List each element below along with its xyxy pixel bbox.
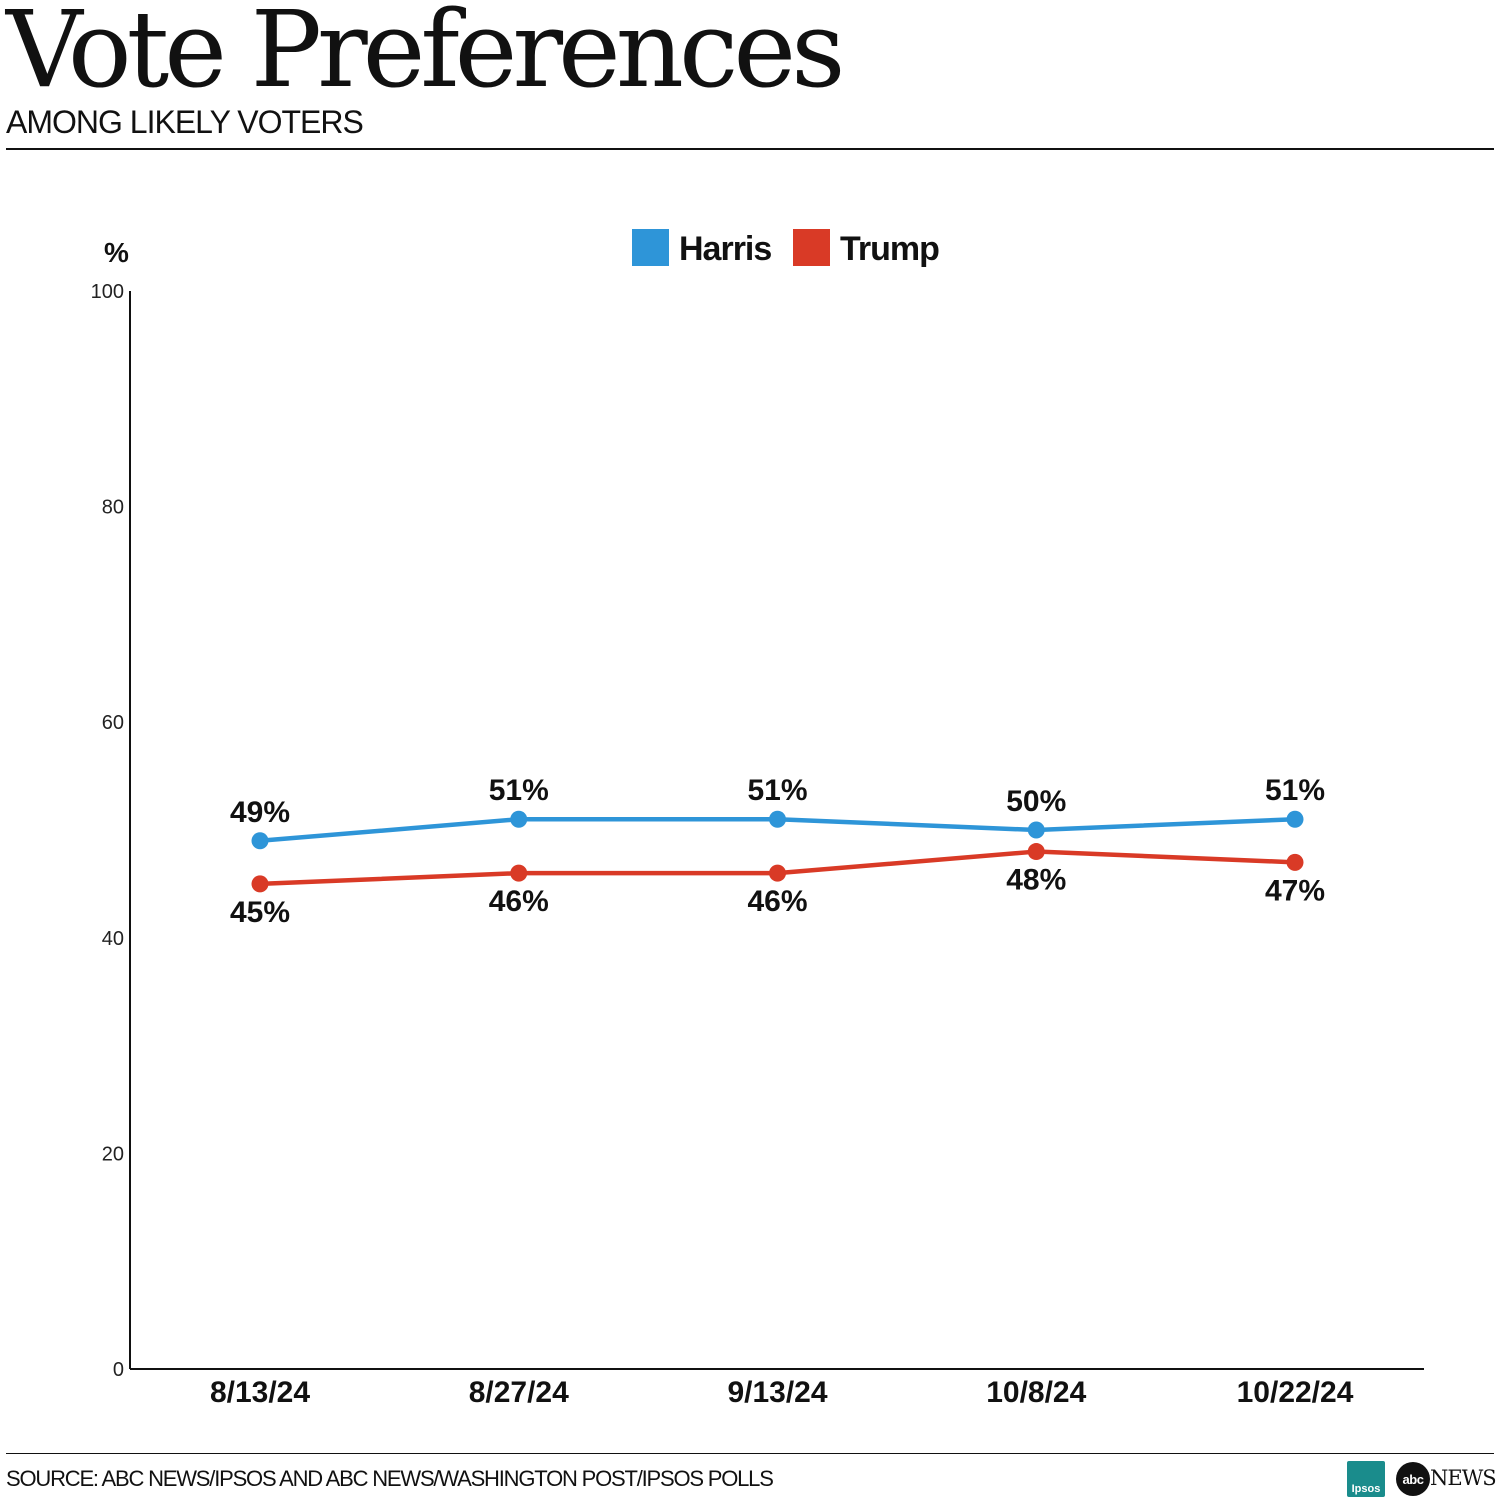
x-tick-label: 8/13/24 bbox=[210, 1376, 310, 1409]
trump-data-label: 46% bbox=[747, 885, 807, 918]
x-tick-label: 10/22/24 bbox=[1237, 1376, 1354, 1409]
harris-data-label: 50% bbox=[1006, 785, 1066, 818]
y-tick-label: 20 bbox=[102, 1143, 124, 1165]
trump-point bbox=[510, 864, 528, 882]
y-tick-label: 60 bbox=[102, 712, 124, 734]
legend-label-trump: Trump bbox=[840, 230, 939, 268]
legend-swatch-trump bbox=[793, 229, 830, 266]
trump-point bbox=[251, 875, 269, 893]
harris-point bbox=[510, 810, 528, 828]
source-note: SOURCE: ABC NEWS/IPSOS AND ABC NEWS/WASH… bbox=[6, 1466, 774, 1491]
x-tick-label: 9/13/24 bbox=[727, 1376, 827, 1409]
trump-data-label: 48% bbox=[1006, 864, 1066, 897]
y-tick-label: 40 bbox=[102, 928, 124, 950]
harris-point bbox=[251, 832, 269, 850]
trump-data-label: 47% bbox=[1265, 874, 1325, 907]
x-tick-label: 8/27/24 bbox=[469, 1376, 569, 1409]
trump-point bbox=[1027, 843, 1045, 861]
trump-data-label: 46% bbox=[489, 885, 549, 918]
y-tick-label: 0 bbox=[113, 1359, 124, 1381]
x-tick-label: 10/8/24 bbox=[986, 1376, 1086, 1409]
harris-point bbox=[1286, 810, 1304, 828]
header-divider bbox=[6, 148, 1494, 150]
trump-point bbox=[1286, 853, 1304, 871]
y-tick-label: 100 bbox=[91, 281, 124, 303]
legend-swatch-harris bbox=[632, 229, 669, 266]
abc-news-logo-text: NEWS bbox=[1430, 1466, 1497, 1490]
trump-point bbox=[769, 864, 786, 882]
harris-data-label: 51% bbox=[1265, 774, 1325, 807]
legend-label-harris: Harris bbox=[679, 230, 771, 268]
harris-data-label: 51% bbox=[747, 774, 807, 807]
ipsos-logo: Ipsos bbox=[1347, 1461, 1385, 1497]
abc-logo-mark: abc bbox=[1396, 1462, 1430, 1496]
chart-subtitle: AMONG LIKELY VOTERS bbox=[6, 104, 364, 140]
footer-divider bbox=[6, 1453, 1494, 1454]
y-axis-unit-label: % bbox=[104, 237, 129, 268]
trump-data-label: 45% bbox=[230, 896, 290, 929]
harris-data-label: 51% bbox=[489, 774, 549, 807]
harris-point bbox=[769, 810, 786, 828]
y-tick-label: 80 bbox=[102, 497, 124, 519]
harris-data-label: 49% bbox=[230, 796, 290, 829]
chart-title: Vote Preferences bbox=[6, 0, 846, 111]
harris-point bbox=[1027, 821, 1045, 839]
